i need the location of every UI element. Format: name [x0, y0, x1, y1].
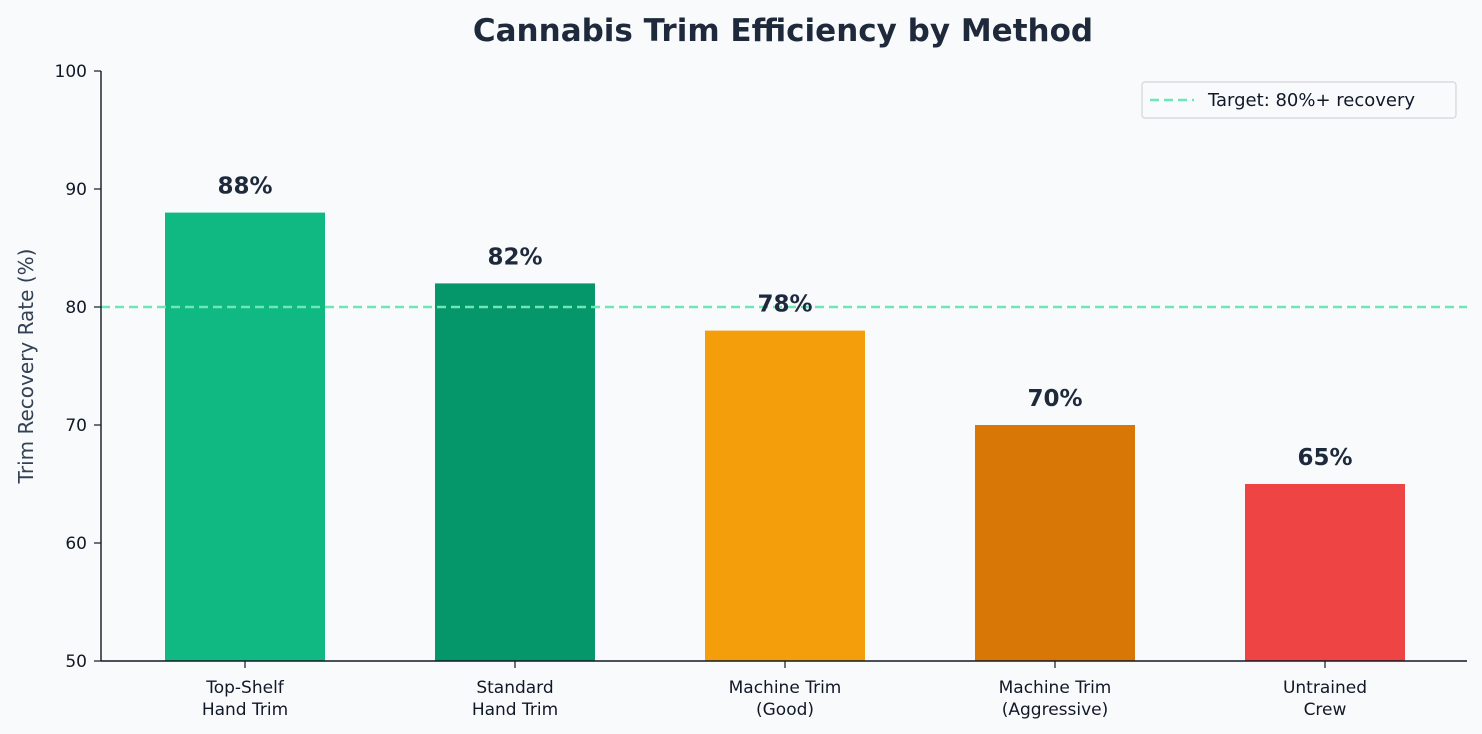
y-tick-label: 100 — [55, 62, 87, 82]
bars-group — [165, 212, 1405, 661]
x-tick-label: Hand Trim — [202, 700, 288, 720]
bar — [705, 330, 865, 661]
bar — [1245, 484, 1405, 661]
x-tick-label: Crew — [1304, 700, 1347, 720]
data-label: 78% — [757, 292, 812, 318]
y-tick-label: 80 — [65, 298, 87, 318]
data-labels-group: 88% 82% 78% 70% 65% — [217, 174, 1352, 471]
y-tick-label: 60 — [65, 534, 87, 554]
data-label: 88% — [217, 174, 272, 200]
x-tick-label: Machine Trim — [729, 678, 842, 698]
y-tick-label: 90 — [65, 180, 87, 200]
data-label: 70% — [1027, 386, 1082, 412]
x-tick-label: (Good) — [756, 700, 814, 720]
bar — [435, 283, 595, 661]
data-label: 65% — [1297, 445, 1352, 471]
x-tick-label: Standard — [476, 678, 553, 698]
bar — [975, 425, 1135, 661]
x-tick-label: Hand Trim — [472, 700, 558, 720]
y-tick-label: 50 — [65, 652, 87, 672]
x-tick-label: Untrained — [1283, 678, 1367, 698]
x-tick-label: Machine Trim — [999, 678, 1112, 698]
chart-title: Cannabis Trim Efficiency by Method — [473, 13, 1093, 49]
legend: Target: 80%+ recovery — [1141, 81, 1457, 119]
data-label: 82% — [487, 244, 542, 270]
y-tick-label: 70 — [65, 416, 87, 436]
bar — [165, 212, 325, 661]
x-tick-label: Top-Shelf — [205, 678, 285, 698]
x-tick-label: (Aggressive) — [1002, 700, 1109, 720]
legend-entry-text: Target: 80%+ recovery — [1207, 90, 1415, 111]
y-axis-label: Trim Recovery Rate (%) — [14, 249, 38, 485]
legend-box — [1141, 81, 1457, 119]
